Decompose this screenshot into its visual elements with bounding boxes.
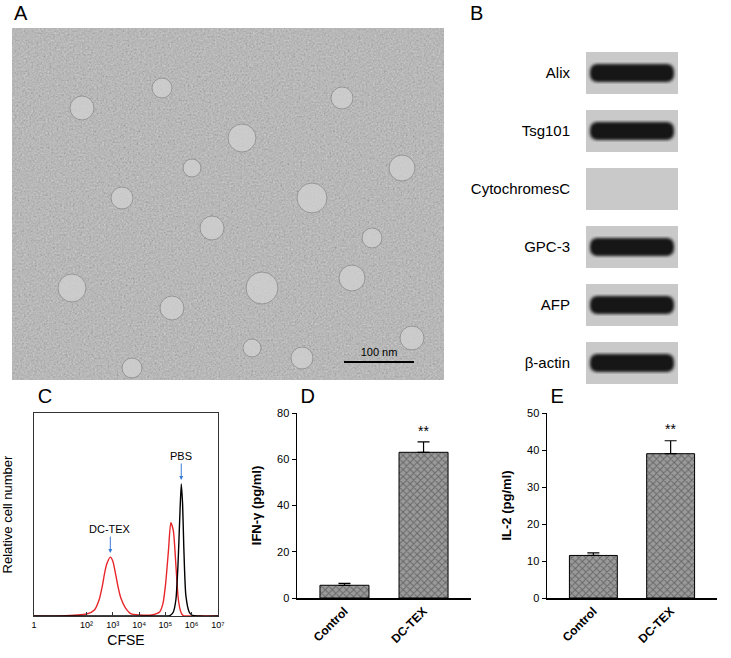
svg-text:80: 80 <box>277 407 289 419</box>
svg-text:40: 40 <box>277 499 289 511</box>
svg-text:DC-TEX: DC-TEX <box>636 604 677 645</box>
svg-text:30: 30 <box>527 481 539 493</box>
svg-text:CFSE: CFSE <box>107 632 144 648</box>
svg-text:10⁶: 10⁶ <box>185 620 199 630</box>
svg-text:0: 0 <box>283 592 289 604</box>
svg-text:20: 20 <box>527 518 539 530</box>
svg-text:10⁷: 10⁷ <box>211 620 224 630</box>
svg-text:100 nm: 100 nm <box>361 346 398 358</box>
svg-text:A: A <box>14 2 28 24</box>
svg-text:**: ** <box>418 423 429 439</box>
svg-text:DC-TEX: DC-TEX <box>89 523 131 535</box>
svg-text:60: 60 <box>277 453 289 465</box>
svg-text:10³: 10³ <box>106 620 119 630</box>
svg-text:10⁴: 10⁴ <box>132 620 146 630</box>
svg-text:50: 50 <box>527 407 539 419</box>
svg-text:10⁵: 10⁵ <box>159 620 173 630</box>
svg-text:CytochromesC: CytochromesC <box>471 180 570 197</box>
svg-text:IL-2 (pg/ml): IL-2 (pg/ml) <box>499 470 514 540</box>
svg-text:DC-TEX: DC-TEX <box>388 604 429 645</box>
svg-text:Alix: Alix <box>546 64 571 81</box>
svg-text:20: 20 <box>277 546 289 558</box>
svg-text:C: C <box>38 385 52 407</box>
svg-text:40: 40 <box>527 444 539 456</box>
svg-text:1: 1 <box>31 620 36 630</box>
svg-text:GPC-3: GPC-3 <box>524 238 570 255</box>
svg-text:Control: Control <box>311 604 351 644</box>
svg-text:AFP: AFP <box>541 296 570 313</box>
svg-text:**: ** <box>665 421 676 437</box>
svg-text:Control: Control <box>560 604 600 644</box>
svg-text:10²: 10² <box>80 620 93 630</box>
svg-text:B: B <box>470 2 483 24</box>
svg-text:0: 0 <box>533 592 539 604</box>
svg-text:10: 10 <box>527 555 539 567</box>
svg-text:Relative cell number: Relative cell number <box>0 455 15 573</box>
svg-text:Tsg101: Tsg101 <box>522 122 570 139</box>
svg-text:IFN-γ (pg/ml): IFN-γ (pg/ml) <box>249 466 264 545</box>
svg-text:β-actin: β-actin <box>525 354 570 371</box>
svg-text:E: E <box>550 385 563 407</box>
svg-text:D: D <box>300 385 314 407</box>
svg-text:PBS: PBS <box>170 450 192 462</box>
